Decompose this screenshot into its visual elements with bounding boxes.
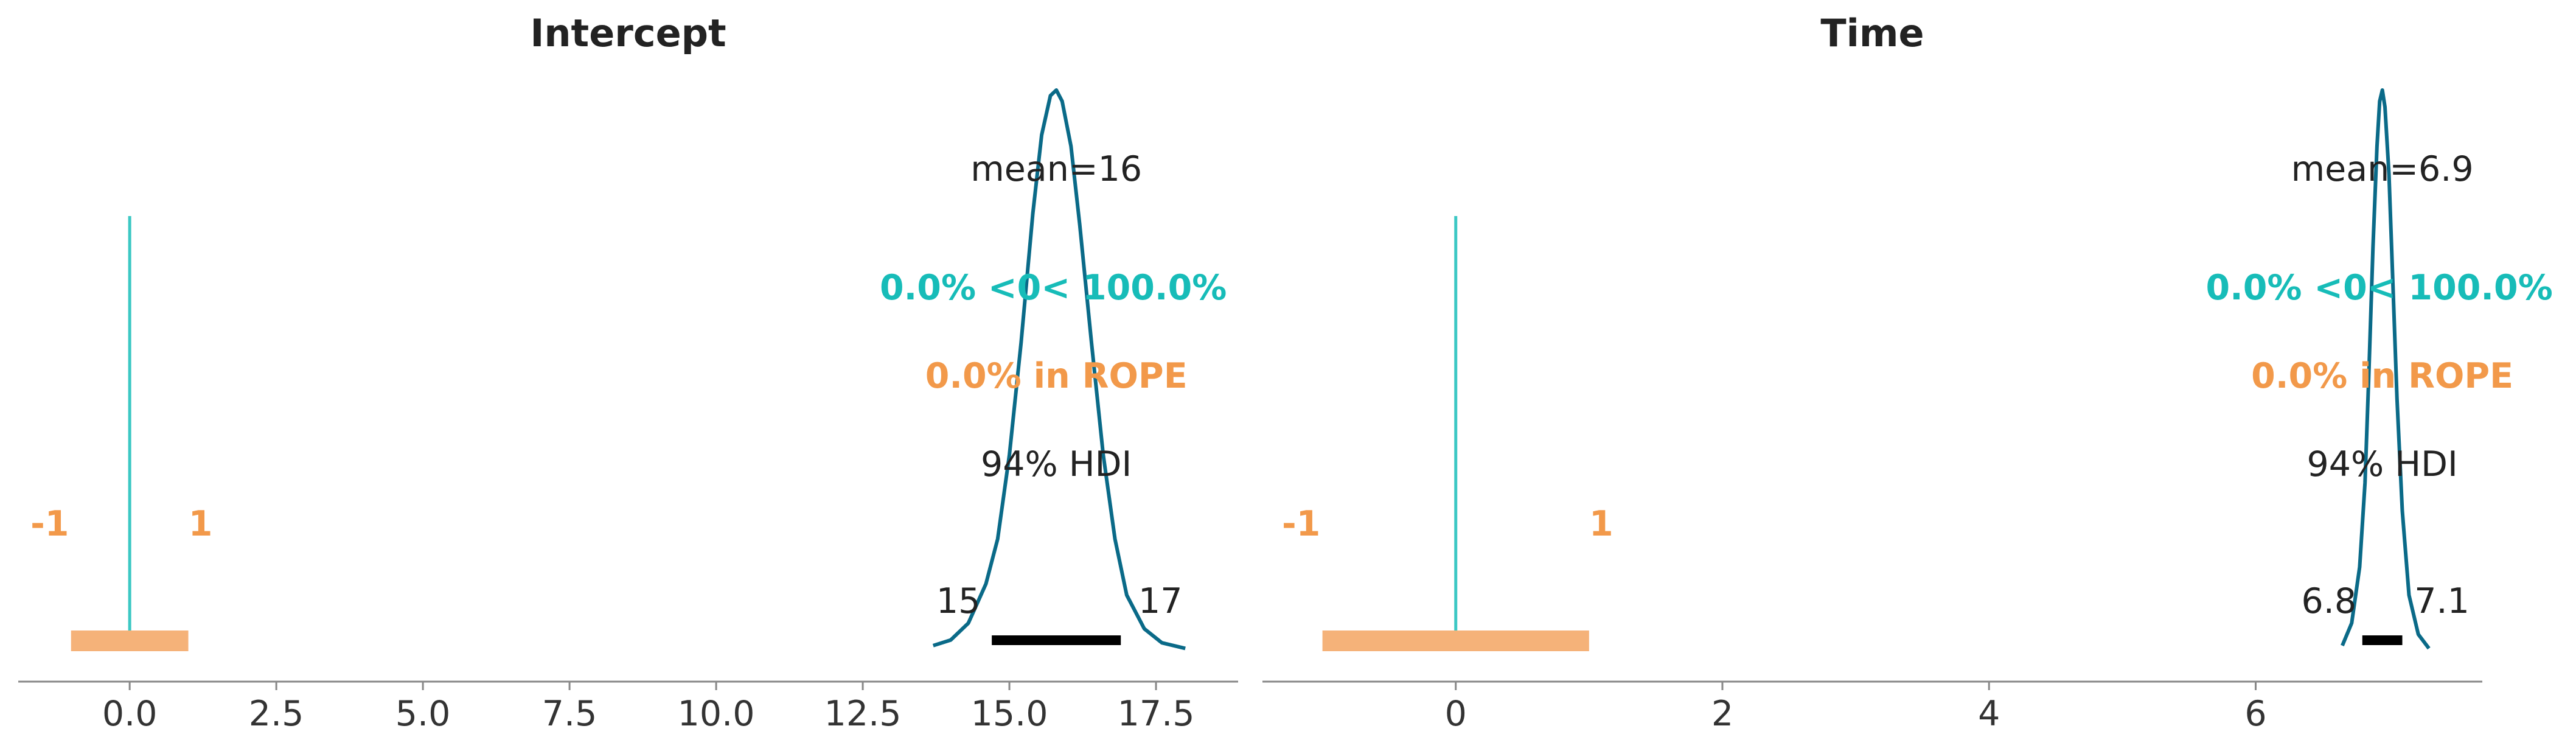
hdi-upper-label: 7.1	[2414, 581, 2470, 621]
rope-band	[71, 630, 189, 651]
x-tick-label: 0	[1445, 694, 1467, 734]
hdi-lower-label: 15	[936, 581, 981, 621]
panel-intercept: Intercept -1 1 15 17 mean=16 0.0% <0< 100.0% 0.…	[18, 11, 1238, 734]
density-curve	[2341, 88, 2431, 650]
rope-upper-label: 1	[1589, 504, 1613, 544]
x-tick-label: 5.0	[395, 694, 451, 734]
panel-title: Time	[1820, 11, 1924, 55]
rope-upper-label: 1	[189, 504, 213, 544]
x-tick-label: 17.5	[1118, 694, 1195, 734]
rope-percent-label: 0.0% in ROPE	[2251, 356, 2513, 396]
x-tick-label: 2.5	[249, 694, 304, 734]
hdi-label: 94% HDI	[2306, 444, 2457, 484]
x-tick-label: 15.0	[971, 694, 1048, 734]
x-tick-label: 7.5	[542, 694, 597, 734]
mean-label: mean=16	[970, 149, 1142, 189]
rope-percent-label: 0.0% in ROPE	[925, 356, 1188, 396]
mean-label: mean=6.9	[2291, 149, 2474, 189]
x-tick-label: 10.0	[678, 694, 755, 734]
hdi-lower-label: 6.8	[2301, 581, 2356, 621]
panel-time: Time -1 1 6.8 7.1 mean=6.9 0.0% <0< 100.0% 0.0%…	[1262, 11, 2553, 734]
density-curve	[932, 88, 1186, 651]
ref-probability-label: 0.0% <0< 100.0%	[880, 268, 1227, 308]
ref-probability-label: 0.0% <0< 100.0%	[2205, 268, 2552, 308]
hdi-label: 94% HDI	[981, 444, 1132, 484]
hdi-upper-label: 17	[1138, 581, 1183, 621]
rope-lower-label: -1	[1282, 504, 1320, 544]
x-tick-label: 12.5	[824, 694, 902, 734]
x-tick-label: 6	[2244, 694, 2266, 734]
rope-lower-label: -1	[30, 504, 69, 544]
x-tick-label: 2	[1711, 694, 1733, 734]
x-tick-label: 4	[1978, 694, 2000, 734]
rope-band	[1322, 630, 1589, 651]
x-tick-label: 0.0	[102, 694, 158, 734]
panel-title: Intercept	[530, 11, 726, 55]
